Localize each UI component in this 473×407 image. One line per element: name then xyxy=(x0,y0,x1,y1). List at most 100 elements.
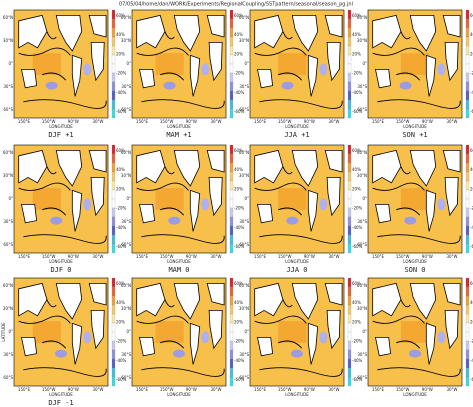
colorbar-tick-label: -20% xyxy=(470,206,473,211)
land xyxy=(291,283,319,320)
contour xyxy=(46,166,57,175)
map-frame xyxy=(249,277,345,387)
colorbar-segment xyxy=(465,81,470,92)
lon-tick-label: 150°W xyxy=(42,119,56,124)
lat-tick-label: 30°N xyxy=(357,306,367,311)
colorbar-tick-label: 40% xyxy=(234,300,243,305)
colorbar-segment xyxy=(111,216,116,227)
land xyxy=(326,42,341,82)
negative-anomaly xyxy=(437,331,446,344)
map-panel: 60°N 30°N 0° 30°S 60°S 150°E 150°W 90°W 30°W LONG… xyxy=(357,9,473,139)
colorbar-segment xyxy=(229,225,234,236)
land xyxy=(136,149,166,184)
lat-tick-label: 30°N xyxy=(121,38,131,43)
colorbar-segment xyxy=(347,225,352,236)
colorbar-segment xyxy=(347,99,352,110)
colorbar-segment xyxy=(111,234,116,245)
land xyxy=(71,322,83,365)
contour xyxy=(42,340,67,349)
lon-tick-label: 150°W xyxy=(160,387,174,392)
lat-tick-label: 30°S xyxy=(121,219,131,224)
colorbar-segment xyxy=(347,331,352,342)
contour xyxy=(18,182,71,191)
colorbar-tick-label: 60% xyxy=(352,13,361,18)
colorbar-tick-label: -60% xyxy=(470,377,473,382)
x-axis-label: LONGITUDE xyxy=(403,259,427,264)
contour xyxy=(282,166,293,175)
map-panel: 60°N 30°N 0° 30°S 60°S 150°E 150°W 90°W 30°W LONG… xyxy=(239,9,363,139)
land xyxy=(71,189,83,232)
map-panel: 60°N 30°N 0° 30°S 60°S 150°E 150°W 90°W 30°W LONG… xyxy=(357,144,473,274)
lat-tick-label: 60°N xyxy=(239,283,249,288)
lat-tick-label: 60°S xyxy=(121,375,131,380)
ocean-anomaly-dark xyxy=(155,53,184,75)
colorbar-tick-label: -40% xyxy=(470,358,473,363)
lon-tick-label: 150°W xyxy=(160,119,174,124)
x-axis-label: LONGITUDE xyxy=(167,259,191,264)
ocean-anomaly-dark xyxy=(32,53,61,75)
land xyxy=(173,15,201,52)
contour xyxy=(136,47,189,56)
colorbar-segment xyxy=(111,90,116,101)
contour xyxy=(18,47,71,56)
lon-tick-label: 90°W xyxy=(304,254,315,259)
negative-anomaly xyxy=(173,349,185,358)
colorbar-segment xyxy=(111,295,116,306)
colorbar-segment xyxy=(347,295,352,306)
colorbar-segment xyxy=(347,144,352,155)
land xyxy=(173,150,201,187)
colorbar-tick-label: 20% xyxy=(470,51,473,56)
lon-tick-label: 150°W xyxy=(278,254,292,259)
lat-tick-label: 60°S xyxy=(3,375,13,380)
lon-tick-label: 30°W xyxy=(446,387,457,392)
lon-tick-label: 150°E xyxy=(372,119,385,124)
colorbar-segment xyxy=(347,358,352,369)
colorbar-segment xyxy=(465,180,470,191)
lat-tick-label: 60°S xyxy=(121,242,131,247)
contour xyxy=(278,340,303,349)
negative-anomaly xyxy=(50,216,63,225)
land xyxy=(139,69,156,89)
contour xyxy=(259,99,343,109)
colorbar-segment xyxy=(347,9,352,20)
contour xyxy=(372,315,425,324)
lat-tick-label: 0° xyxy=(244,329,249,334)
contour xyxy=(164,166,175,175)
colorbar-segment xyxy=(111,358,116,369)
colorbar-tick-label: -60% xyxy=(234,244,245,249)
colorbar-segment xyxy=(465,234,470,245)
negative-anomaly xyxy=(83,198,92,211)
colorbar-segment xyxy=(465,108,470,119)
lat-tick-label: 60°S xyxy=(239,242,249,247)
negative-anomaly xyxy=(163,81,176,90)
lon-tick-label: 90°W xyxy=(422,387,433,392)
contour xyxy=(23,367,107,377)
land xyxy=(71,54,83,97)
lat-tick-label: 0° xyxy=(126,61,131,66)
colorbar-segment xyxy=(229,90,234,101)
lon-tick-label: 30°W xyxy=(210,119,221,124)
colorbar-tick-label: -60% xyxy=(352,109,363,114)
colorbar-segment xyxy=(229,36,234,47)
land xyxy=(425,54,437,97)
contour xyxy=(46,299,57,308)
lat-tick-label: 60°N xyxy=(121,150,131,155)
ocean-anomaly-dark xyxy=(400,188,430,210)
colorbar-segment xyxy=(347,171,352,182)
colorbar-tick-label: -40% xyxy=(470,225,473,230)
ocean-anomaly-dark xyxy=(32,188,61,210)
lat-tick-label: 60°N xyxy=(121,283,131,288)
colorbar-segment xyxy=(229,295,234,306)
land xyxy=(55,15,83,52)
colorbar-tick-label: 60% xyxy=(470,148,473,153)
land xyxy=(372,282,402,317)
x-axis-label: LONGITUDE xyxy=(403,392,427,397)
colorbar-tick-label: -40% xyxy=(234,358,245,363)
colorbar-segment xyxy=(229,358,234,369)
lat-tick-label: 30°N xyxy=(357,173,367,178)
colorbar-tick-label: 20% xyxy=(470,186,473,191)
land xyxy=(139,337,156,357)
lon-tick-label: 150°E xyxy=(136,119,149,124)
colorbar-segment xyxy=(229,54,234,65)
lat-tick-label: 60°S xyxy=(357,107,367,112)
